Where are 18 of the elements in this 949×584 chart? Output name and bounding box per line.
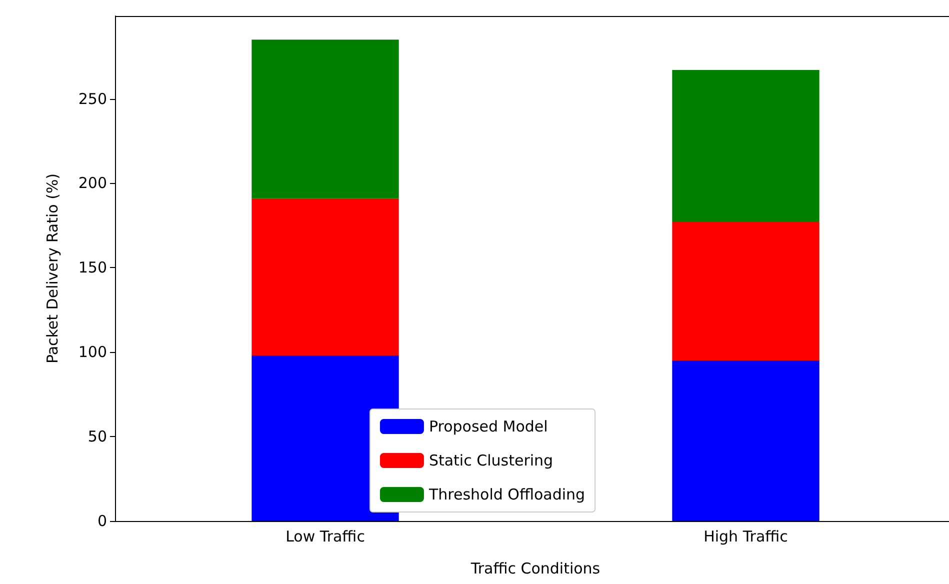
y-tick-label: 200 [78, 174, 107, 192]
y-tick-label: 50 [88, 428, 107, 446]
y-tick-label: 250 [78, 90, 107, 108]
bar [672, 222, 820, 361]
x-tick-label: Low Traffic [286, 528, 365, 546]
x-tick-label: High Traffic [704, 528, 788, 546]
bar [252, 40, 399, 198]
legend-label: Threshold Offloading [428, 486, 586, 504]
legend-label: Proposed Model [428, 418, 548, 436]
bar [672, 70, 820, 222]
bar [672, 360, 820, 521]
y-tick-label: 0 [97, 512, 107, 530]
y-tick-label: 150 [78, 258, 107, 277]
y-axis-title: Packet Delivery Ratio (%) [44, 173, 62, 364]
y-tick-label: 100 [78, 343, 107, 362]
x-axis-title: Traffic Conditions [470, 560, 600, 578]
legend-label: Static Clustering [428, 452, 554, 470]
bar [252, 198, 399, 356]
